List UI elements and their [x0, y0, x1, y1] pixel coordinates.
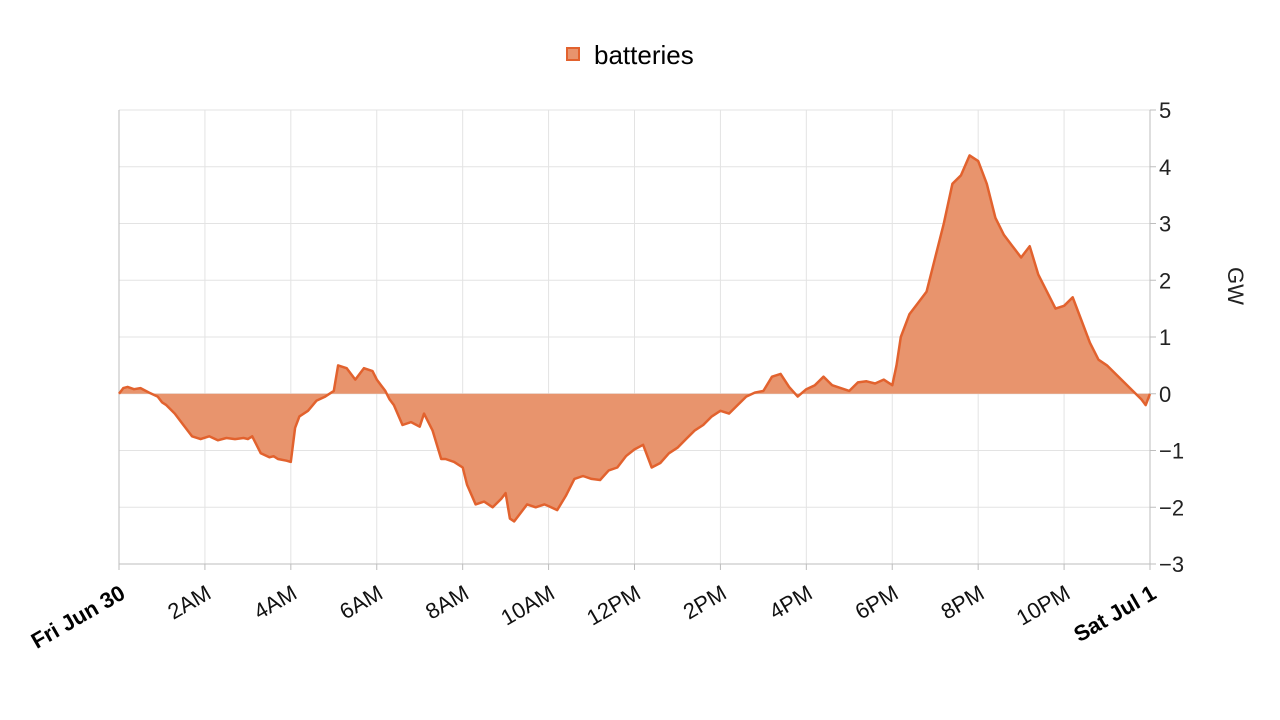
y-tick-label: 2 — [1159, 268, 1171, 293]
x-tick-label: 8PM — [937, 580, 989, 624]
x-tick-label: 4AM — [249, 580, 301, 624]
x-tick-label: 6PM — [851, 580, 903, 624]
x-axis: Fri Jun 30 2AM 4AM 6AM 8AM 10AM 12PM 2PM 4PM 6PM 8… — [27, 564, 1160, 654]
y-tick-label: 1 — [1159, 325, 1171, 350]
y-axis: 5 4 3 2 1 0 −1 −2 −3 — [1150, 98, 1184, 577]
y-tick-label: 5 — [1159, 98, 1171, 123]
x-tick-label: Sat Jul 1 — [1069, 580, 1160, 647]
x-tick-label: 12PM — [582, 580, 644, 630]
y-axis-title: GW — [1223, 267, 1248, 305]
y-tick-label: 0 — [1159, 382, 1171, 407]
x-tick-label: 8AM — [421, 580, 473, 624]
x-tick-label: 10PM — [1012, 580, 1074, 630]
x-tick-label: 6AM — [335, 580, 387, 624]
series-line-batteries — [118, 154, 1152, 523]
legend-swatch — [566, 47, 580, 61]
legend[interactable]: batteries — [566, 40, 694, 70]
x-tick-label: 4PM — [765, 580, 817, 624]
x-tick-label: 10AM — [497, 580, 559, 630]
legend-label-batteries: batteries — [594, 40, 694, 70]
y-tick-label: −2 — [1159, 495, 1184, 520]
x-tick-label: Fri Jun 30 — [27, 580, 129, 654]
y-tick-label: −1 — [1159, 439, 1184, 464]
y-tick-label: −3 — [1159, 552, 1184, 577]
x-tick-label: 2AM — [163, 580, 215, 624]
plot-area — [118, 154, 1152, 523]
y-tick-label: 4 — [1159, 155, 1171, 180]
y-tick-label: 3 — [1159, 212, 1171, 237]
x-tick-label: 2PM — [679, 580, 731, 624]
